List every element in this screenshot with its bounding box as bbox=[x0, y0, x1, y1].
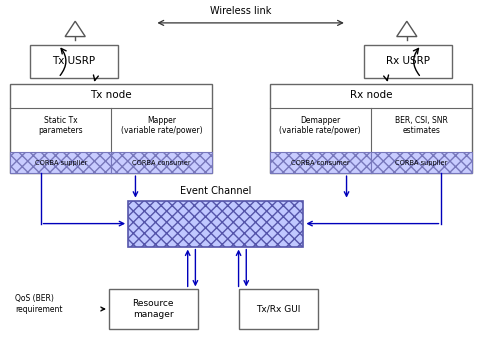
Bar bbox=[109, 289, 198, 329]
Text: BER, CSI, SNR
estimates: BER, CSI, SNR estimates bbox=[395, 116, 448, 135]
Bar bbox=[10, 84, 212, 173]
Text: CORBA consumer: CORBA consumer bbox=[291, 159, 349, 166]
Bar bbox=[270, 84, 472, 173]
Text: Wireless link: Wireless link bbox=[210, 6, 272, 16]
Bar bbox=[111, 152, 212, 173]
Bar bbox=[239, 289, 318, 329]
Text: CORBA supplier: CORBA supplier bbox=[35, 159, 87, 166]
Text: Rx USRP: Rx USRP bbox=[386, 56, 430, 66]
Bar bbox=[363, 45, 453, 78]
Text: QoS (BER)
requirement: QoS (BER) requirement bbox=[15, 294, 63, 314]
Text: Rx node: Rx node bbox=[349, 90, 392, 100]
Bar bbox=[128, 201, 304, 247]
Text: CORBA consumer: CORBA consumer bbox=[133, 159, 191, 166]
Text: Event Channel: Event Channel bbox=[180, 187, 252, 197]
Text: Tx node: Tx node bbox=[91, 90, 132, 100]
Text: Demapper
(variable rate/power): Demapper (variable rate/power) bbox=[280, 116, 361, 135]
Text: Tx USRP: Tx USRP bbox=[53, 56, 95, 66]
Bar bbox=[371, 152, 472, 173]
Bar bbox=[29, 45, 119, 78]
Text: Static Tx
parameters: Static Tx parameters bbox=[39, 116, 83, 135]
Text: CORBA supplier: CORBA supplier bbox=[395, 159, 447, 166]
Text: Tx/Rx GUI: Tx/Rx GUI bbox=[256, 305, 300, 314]
Bar bbox=[10, 152, 111, 173]
Text: Resource
manager: Resource manager bbox=[133, 299, 174, 319]
Bar bbox=[270, 152, 371, 173]
Text: Mapper
(variable rate/power): Mapper (variable rate/power) bbox=[121, 116, 202, 135]
